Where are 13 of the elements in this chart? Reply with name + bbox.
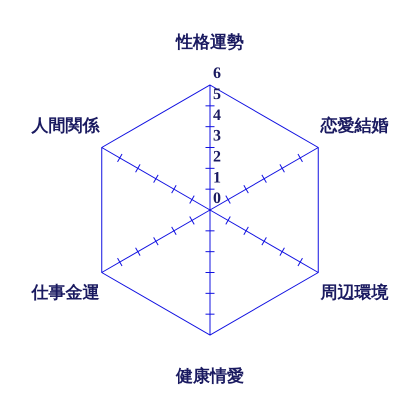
y-tick-label: 6 bbox=[213, 65, 221, 82]
y-tick-label: 1 bbox=[213, 169, 221, 186]
spoke-label: 周辺環境 bbox=[320, 282, 389, 302]
spoke-label: 人間関係 bbox=[30, 116, 100, 135]
y-tick-label: 3 bbox=[213, 128, 221, 145]
spoke-label: 健康情愛 bbox=[175, 366, 244, 386]
spoke-label: 恋愛結婚 bbox=[320, 116, 389, 135]
y-tick-label: 0 bbox=[213, 190, 221, 208]
spoke-label: 仕事金運 bbox=[30, 282, 100, 302]
y-tick-label: 5 bbox=[213, 86, 221, 103]
spoke-label: 性格運勢 bbox=[175, 32, 244, 52]
y-tick-label: 2 bbox=[213, 148, 221, 166]
y-tick-label: 4 bbox=[213, 106, 221, 124]
